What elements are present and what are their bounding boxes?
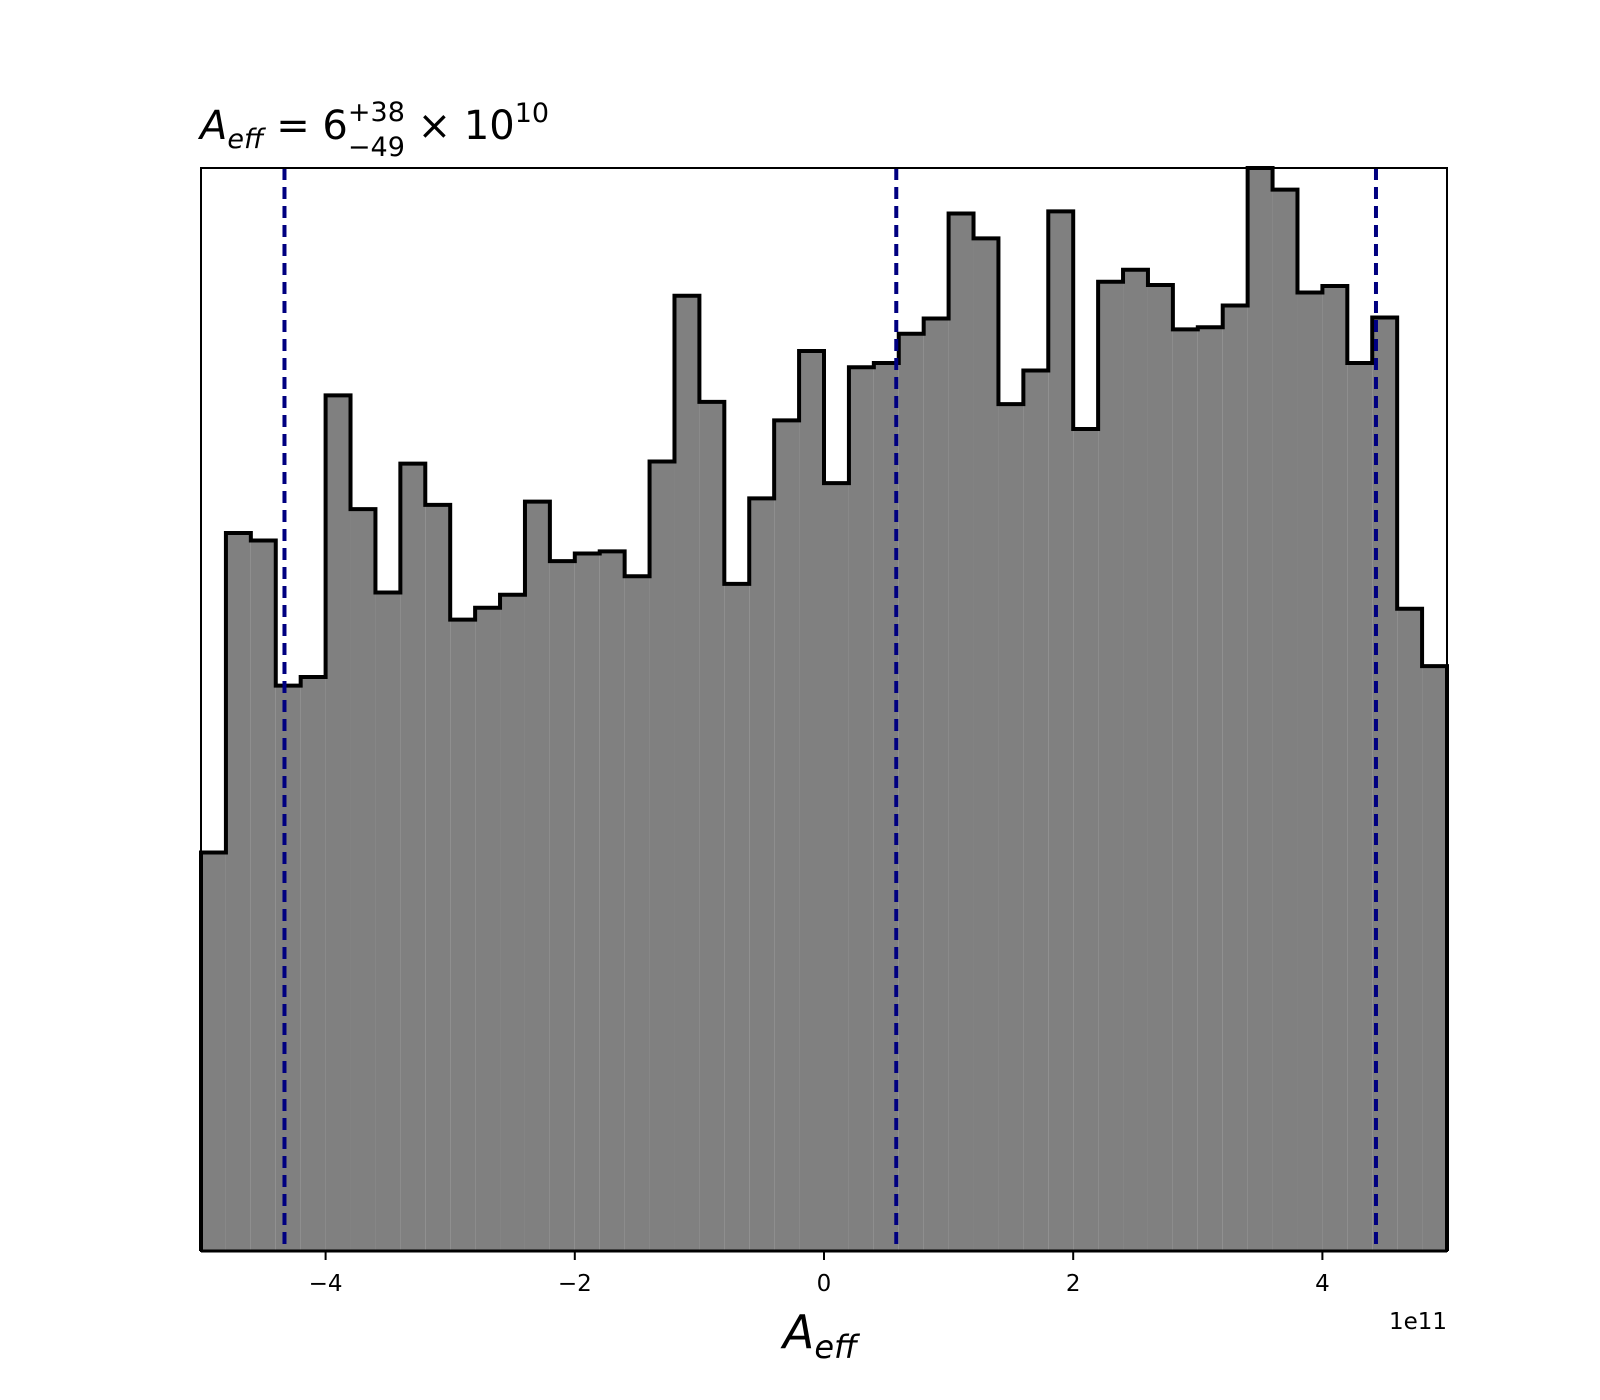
- chart-title: Aeff = 6+38 −49 × 1010: [197, 97, 549, 163]
- histogram-bar: [1147, 284, 1173, 1251]
- x-tick-label: 2: [1066, 1271, 1081, 1297]
- histogram-bar: [624, 576, 650, 1251]
- x-tick-label: 0: [817, 1271, 832, 1297]
- histogram-bar: [1347, 362, 1373, 1251]
- histogram-bar: [425, 504, 451, 1251]
- x-axis-label-subscript: eff: [814, 1328, 861, 1366]
- histogram-bar: [923, 318, 949, 1251]
- title-lower-error: −49: [348, 132, 405, 163]
- histogram-bar: [475, 607, 501, 1251]
- histogram-bar: [225, 532, 251, 1251]
- histogram-bar: [574, 553, 600, 1251]
- histogram-bar: [824, 483, 849, 1251]
- histogram-bar: [1272, 189, 1298, 1251]
- histogram-bar: [1222, 305, 1248, 1251]
- histogram-bar: [500, 594, 525, 1251]
- histogram-bar: [774, 420, 800, 1251]
- histogram-bar: [1123, 269, 1148, 1251]
- histogram-bar: [724, 583, 750, 1251]
- title-upper-error: +38: [348, 97, 405, 128]
- histogram-bar: [973, 238, 999, 1251]
- histogram-bar: [450, 619, 476, 1251]
- histogram-bar: [300, 677, 326, 1251]
- histogram-step-outline: [199, 166, 1449, 1251]
- histogram-bar: [375, 592, 401, 1251]
- histogram-bar: [1397, 608, 1423, 1251]
- histogram-bar: [1172, 329, 1198, 1251]
- x-tick-label: 4: [1315, 1271, 1330, 1297]
- title-exponent: 10: [515, 98, 549, 129]
- histogram-bar: [599, 551, 625, 1251]
- histogram-bar: [1197, 327, 1223, 1251]
- x-axis-label-symbol: A: [780, 1305, 814, 1359]
- histogram-bar: [325, 395, 351, 1251]
- title-equals: = 6: [263, 103, 347, 149]
- title-symbol-subscript: eff: [227, 124, 266, 155]
- histogram-bar: [674, 295, 700, 1251]
- title-symbol: A: [197, 103, 227, 149]
- x-tick-label: −2: [558, 1271, 592, 1297]
- histogram-bar: [400, 463, 426, 1251]
- histogram-bar: [799, 351, 824, 1252]
- histogram-bar: [848, 367, 874, 1252]
- histogram-bar: [749, 498, 775, 1251]
- histogram-bar: [1322, 286, 1348, 1251]
- x-axis-label: Aeff: [780, 1305, 861, 1366]
- histogram-bar: [250, 540, 276, 1251]
- x-tick-label: −4: [309, 1271, 343, 1297]
- histogram-bar: [948, 213, 974, 1252]
- histogram-bar: [1098, 281, 1124, 1252]
- histogram-bar: [524, 501, 550, 1252]
- histogram-bar: [998, 404, 1024, 1251]
- x-axis-offset-label: 1e11: [1389, 1309, 1447, 1335]
- histogram-bar: [350, 509, 376, 1251]
- histogram-bar: [1422, 666, 1447, 1251]
- histogram-bar: [649, 461, 675, 1251]
- histogram-bar: [1073, 429, 1099, 1251]
- histogram-bar: [898, 333, 924, 1252]
- histogram-bar: [1297, 292, 1323, 1251]
- histogram-bar: [549, 561, 575, 1251]
- x-axis-ticks: −4 −2 0 2 4: [309, 1251, 1330, 1297]
- histogram-bar: [1247, 168, 1273, 1251]
- histogram-bar: [699, 401, 725, 1252]
- histogram-bar: [1023, 370, 1049, 1251]
- title-multiplier: × 10: [405, 103, 515, 149]
- plot-area: [199, 166, 1449, 1253]
- histogram-bar: [275, 685, 301, 1251]
- histogram-bar: [201, 852, 226, 1251]
- histogram-bar: [1048, 211, 1074, 1251]
